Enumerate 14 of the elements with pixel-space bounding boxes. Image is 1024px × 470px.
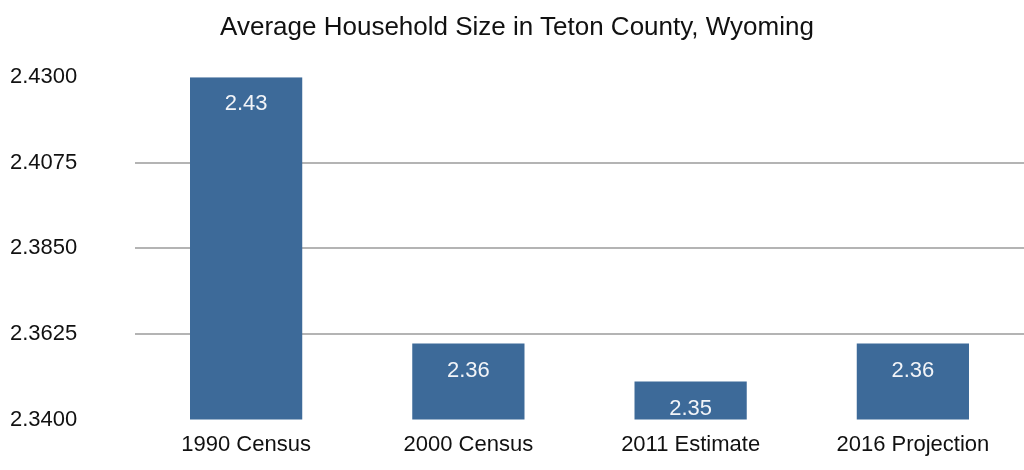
- y-tick-label: 2.4075: [10, 148, 78, 174]
- x-tick-label: 2011 Estimate: [621, 430, 761, 456]
- data-label: 2.36: [891, 356, 935, 382]
- y-tick-label: 2.3400: [10, 405, 78, 431]
- y-tick-label: 2.3625: [10, 320, 78, 346]
- data-label: 2.43: [224, 90, 268, 116]
- y-tick-label: 2.4300: [10, 63, 78, 89]
- y-tick-label: 2.3850: [10, 234, 78, 260]
- data-label: 2.35: [669, 394, 713, 420]
- x-tick-label: 2000 Census: [403, 430, 534, 456]
- data-label: 2.36: [446, 356, 490, 382]
- x-tick-label: 1990 Census: [181, 430, 311, 456]
- x-tick-label: 2016 Projection: [836, 430, 990, 456]
- chart-title: Average Household Size in Teton County, Wyoming: [220, 10, 814, 41]
